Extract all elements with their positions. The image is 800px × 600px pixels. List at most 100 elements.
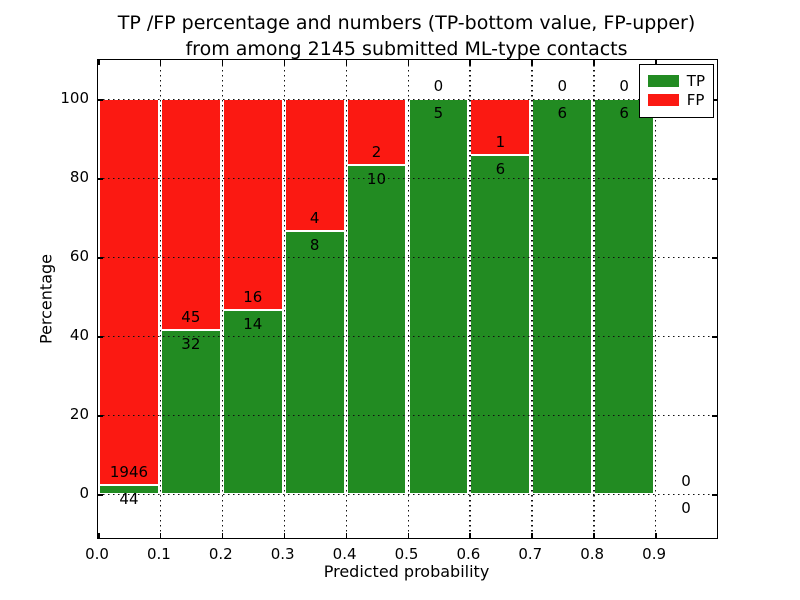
tick-mark-right <box>712 336 717 338</box>
legend-label-fp: FP <box>686 91 705 109</box>
fp-count-label: 16 <box>243 287 263 306</box>
tick-mark-bottom <box>407 533 409 538</box>
gridline-vertical <box>593 60 595 538</box>
tick-mark-top <box>283 60 286 65</box>
tick-mark-top <box>655 60 657 65</box>
tp-count-label: 6 <box>495 160 506 179</box>
tick-mark-right <box>712 257 717 259</box>
tp-count-label: 0 <box>681 499 691 517</box>
tick-mark-left <box>98 494 103 496</box>
tp-count-label: 10 <box>367 169 387 188</box>
tick-mark-bottom <box>531 533 533 538</box>
tp-count-label: 6 <box>619 104 629 122</box>
y-tick-label: 60 <box>69 247 89 265</box>
gridline-vertical <box>655 60 657 538</box>
chart-title: TP /FP percentage and numbers (TP-bottom… <box>97 10 716 62</box>
tick-mark-top <box>531 60 533 65</box>
bar-segment-tp <box>470 155 531 494</box>
gridline-vertical <box>283 60 286 538</box>
tick-mark-top <box>98 60 100 65</box>
gridline-vertical <box>531 60 533 538</box>
gridline-vertical <box>407 60 409 538</box>
tick-mark-top <box>159 60 162 65</box>
tp-count-label: 6 <box>557 104 568 122</box>
tp-count-label: 5 <box>433 104 444 122</box>
fp-count-label: 0 <box>619 77 629 95</box>
bar-segment-tp <box>346 164 407 494</box>
fp-count-label: 2 <box>371 142 382 161</box>
tp-count-label: 8 <box>309 235 320 254</box>
gridline-vertical <box>159 60 162 538</box>
tick-mark-top <box>345 60 348 65</box>
bar-segment-tp <box>532 99 593 494</box>
tick-mark-right <box>712 99 717 101</box>
tick-mark-top <box>469 60 471 65</box>
bar-segment-tp <box>284 230 345 494</box>
fp-count-label: 45 <box>181 307 201 326</box>
x-tick-label: 0.3 <box>270 545 295 563</box>
tick-mark-left <box>98 336 103 338</box>
bar-segment-tp <box>160 329 221 494</box>
tick-mark-right <box>712 178 717 180</box>
chart-title-line1: TP /FP percentage and numbers (TP-bottom… <box>117 12 696 34</box>
tick-mark-bottom <box>593 533 595 538</box>
bar-segment-fp <box>470 99 531 156</box>
tick-mark-left <box>98 257 103 259</box>
tick-mark-bottom <box>221 533 224 538</box>
y-tick-label: 0 <box>79 484 89 502</box>
tick-mark-bottom <box>283 533 286 538</box>
tp-count-label: 14 <box>243 314 263 333</box>
legend: TP FP <box>638 64 714 118</box>
x-tick-label: 0.7 <box>518 545 543 563</box>
tick-mark-left <box>98 99 103 101</box>
fp-count-label: 1946 <box>109 463 149 482</box>
tick-mark-top <box>593 60 595 65</box>
tick-mark-bottom <box>159 533 162 538</box>
gridline-vertical <box>345 60 347 538</box>
x-tick-label: 0.9 <box>642 545 667 563</box>
fp-swatch-icon <box>647 94 679 106</box>
fp-count-label: 0 <box>557 77 568 95</box>
gridline-vertical <box>221 60 224 538</box>
fp-count-label: 1 <box>495 133 506 152</box>
bar-segment-tp <box>222 309 283 494</box>
tick-mark-top <box>407 60 409 65</box>
y-tick-label: 80 <box>69 168 89 186</box>
x-axis-label: Predicted probability <box>323 562 490 581</box>
bar-segment-fp <box>346 99 407 165</box>
x-tick-label: 0.1 <box>146 545 171 563</box>
bar-segment-fp <box>99 99 159 486</box>
chart-title-line2: from among 2145 submitted ML-type contac… <box>185 38 628 60</box>
x-tick-label: 0.6 <box>456 545 481 563</box>
bar-segment-tp <box>594 99 655 494</box>
tp-swatch-icon <box>647 75 679 87</box>
tp-count-label: 32 <box>181 334 201 353</box>
tick-mark-bottom <box>655 533 657 538</box>
x-tick-label: 0.2 <box>208 545 233 563</box>
y-tick-label: 40 <box>69 326 89 344</box>
y-tick-label: 100 <box>60 89 89 107</box>
plot-area: TP FP 1946 44 45 32 16 14 4 8 2 10 0 5 1 6 0 6 0 6 0 0 <box>97 59 718 539</box>
legend-item-tp: TP <box>647 72 705 90</box>
x-tick-label: 0.0 <box>85 545 109 563</box>
tick-mark-right <box>712 494 717 496</box>
gridline-vertical <box>469 60 471 538</box>
tick-mark-top <box>221 60 224 65</box>
bar-segment-tp <box>408 99 469 494</box>
legend-item-fp: FP <box>647 91 705 109</box>
fp-count-label: 0 <box>433 77 444 95</box>
fp-count-label: 4 <box>309 208 320 227</box>
bar-segment-fp <box>222 99 283 310</box>
x-tick-label: 0.5 <box>394 545 419 563</box>
y-tick-label: 20 <box>69 405 89 423</box>
tick-mark-right <box>712 415 717 417</box>
tick-mark-left <box>98 415 103 417</box>
fp-count-label: 0 <box>681 472 691 490</box>
bar-segment-tp <box>99 485 159 494</box>
x-tick-label: 0.8 <box>580 545 605 563</box>
tick-mark-bottom <box>345 533 348 538</box>
tp-count-label: 44 <box>119 490 139 509</box>
tick-mark-bottom <box>98 533 100 538</box>
legend-label-tp: TP <box>686 72 705 90</box>
